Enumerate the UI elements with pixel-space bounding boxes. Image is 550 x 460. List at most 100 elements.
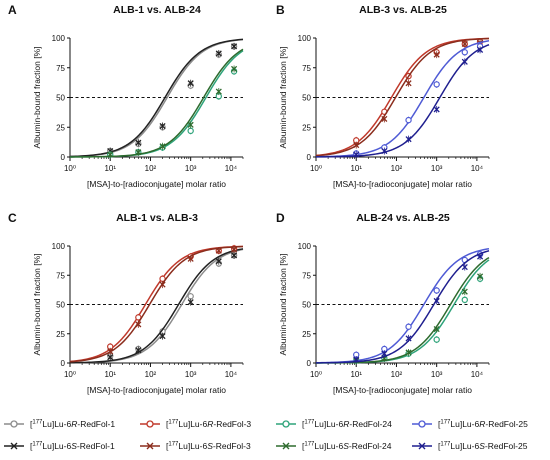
data-point <box>405 136 412 143</box>
x-tick-label: 10¹ <box>350 164 362 173</box>
legend-label-part: -RedFol-3 <box>213 419 251 429</box>
x-tick-label: 10⁰ <box>64 164 76 173</box>
legend-label: [177Lu]Lu-6S-RedFol-3 <box>166 441 251 451</box>
x-axis-label: [MSA]-to-[radioconjugate] molar ratio <box>333 385 472 395</box>
panel-title: ALB-1 vs. ALB-24 <box>113 4 201 16</box>
data-point <box>353 356 360 363</box>
legend-label-part: R <box>71 419 77 429</box>
legend-label-part: Lu]Lu-6 <box>314 441 343 451</box>
x-tick-label: 10⁴ <box>225 164 238 173</box>
data-point <box>433 336 440 343</box>
x-tick-label: 10³ <box>185 370 197 379</box>
legend-label: [177Lu]Lu-6R-RedFol-25 <box>438 419 528 429</box>
data-point <box>187 127 194 135</box>
fit-curve <box>70 48 244 158</box>
legend-item: [177Lu]Lu-6R-RedFol-3 <box>140 419 251 429</box>
legend-label-part: -RedFol-3 <box>213 441 251 451</box>
x-tick-label: 10³ <box>185 164 197 173</box>
data-point <box>381 115 388 122</box>
data-point <box>433 106 440 113</box>
data-point <box>135 149 142 156</box>
y-tick-label: 25 <box>302 330 311 339</box>
panel-a: A ALB-1 vs. ALB-24 0 25 50 75 100 10⁰ 10¹ 10² 10³ 1… <box>8 3 244 189</box>
panel-title: ALB-3 vs. ALB-25 <box>359 4 447 16</box>
fit-curve <box>315 40 490 158</box>
legend-label-part: [ <box>30 441 33 451</box>
fit-curve <box>69 38 244 158</box>
data-point <box>461 288 468 295</box>
x-tick-label: 10⁴ <box>471 370 484 379</box>
data-point <box>405 116 412 124</box>
data-point <box>215 50 222 57</box>
data-point <box>461 296 468 304</box>
series-1 <box>69 38 244 158</box>
legend-label-part: Lu]Lu-6 <box>42 441 71 451</box>
legend-label-part: 177 <box>440 420 451 426</box>
x-tick-label: 10⁰ <box>64 370 76 379</box>
data-point <box>107 354 114 361</box>
y-tick-label: 0 <box>307 359 312 368</box>
panel-letter: A <box>8 3 17 17</box>
legend-label-part: -RedFol-1 <box>77 441 115 451</box>
y-tick-label: 25 <box>302 123 311 132</box>
legend-item: [177Lu]Lu-6R-RedFol-1 <box>4 419 115 429</box>
x-axis-label: [MSA]-to-[radioconjugate] molar ratio <box>87 385 226 395</box>
data-point <box>135 321 142 328</box>
data-point <box>215 247 222 254</box>
x-tick-label: 10⁰ <box>310 164 322 173</box>
legend-label: [177Lu]Lu-6S-RedFol-24 <box>302 441 392 451</box>
y-tick-label: 50 <box>56 301 65 310</box>
panel-letter: C <box>8 211 17 225</box>
y-tick-label: 25 <box>56 330 65 339</box>
panel-c: C ALB-1 vs. ALB-3 0 25 50 75 100 10⁰ 10¹ 10² 10³ 10… <box>8 211 244 395</box>
data-point <box>353 142 360 149</box>
x-tick-label: 10³ <box>431 164 443 173</box>
y-axis-label: Albumin-bound fraction [%] <box>32 253 42 355</box>
legend-label-part: [ <box>438 441 441 451</box>
legend-item: [177Lu]Lu-6R-RedFol-25 <box>412 419 528 429</box>
fit-curve <box>315 250 490 364</box>
x-tick-label: 10³ <box>431 370 443 379</box>
legend-item: [177Lu]Lu-6S-RedFol-1 <box>4 441 115 451</box>
legend-marker <box>418 420 426 428</box>
y-tick-label: 100 <box>52 34 66 43</box>
y-tick-label: 75 <box>56 64 65 73</box>
series-0 <box>315 259 490 365</box>
data-point <box>433 326 440 333</box>
data-point <box>461 58 468 65</box>
fit-curve <box>315 44 490 158</box>
data-point <box>231 43 238 50</box>
data-point <box>215 258 222 265</box>
legend-marker <box>10 420 18 428</box>
legend-label-part: Lu]Lu-6 <box>42 419 71 429</box>
legend-label-part: -RedFol-25 <box>485 441 528 451</box>
data-point <box>135 347 142 354</box>
series-2 <box>315 40 490 158</box>
data-point <box>433 297 440 305</box>
data-point <box>477 46 484 53</box>
data-point <box>215 88 222 95</box>
fit-curve <box>69 248 244 364</box>
y-tick-label: 0 <box>61 359 66 368</box>
legend-label-part: -RedFol-24 <box>349 419 392 429</box>
legend-label-part: R <box>207 419 213 429</box>
legend-label: [177Lu]Lu-6S-RedFol-1 <box>30 441 115 451</box>
panel-title: ALB-1 vs. ALB-3 <box>116 212 198 224</box>
legend-marker <box>146 442 154 450</box>
y-axis-label: Albumin-bound fraction [%] <box>278 46 288 148</box>
y-tick-label: 50 <box>302 301 311 310</box>
legend-marker <box>282 420 290 428</box>
x-axis-label: [MSA]-to-[radioconjugate] molar ratio <box>333 179 472 189</box>
data-point <box>381 350 388 357</box>
y-axis-label: Albumin-bound fraction [%] <box>32 46 42 148</box>
legend-label-part: R <box>479 419 485 429</box>
data-point <box>461 40 468 48</box>
data-point <box>433 81 440 88</box>
legend-marker <box>146 420 154 428</box>
legend-marker <box>10 442 18 450</box>
legend-label-part: -RedFol-24 <box>349 441 392 451</box>
legend-label-part: Lu]Lu-6 <box>450 419 479 429</box>
series-3 <box>315 44 490 159</box>
legend-label-part: [ <box>166 419 169 429</box>
data-point <box>231 252 238 259</box>
